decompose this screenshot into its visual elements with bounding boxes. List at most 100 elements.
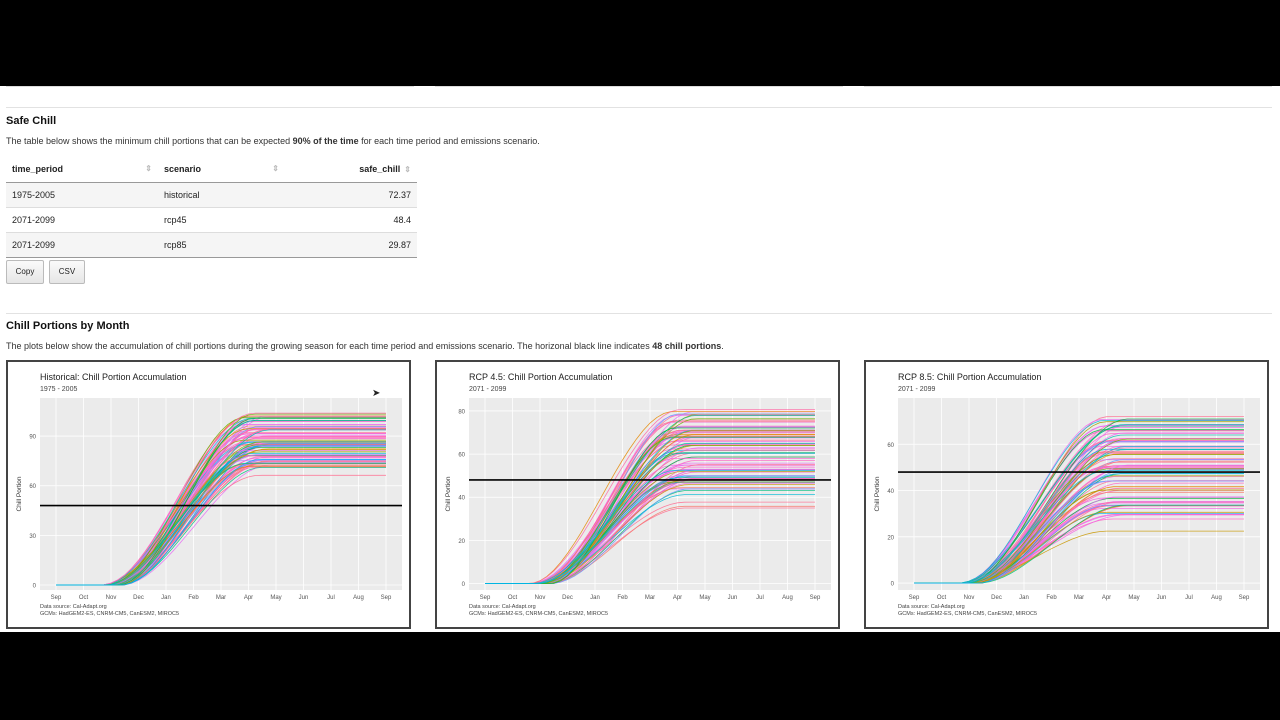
content-area: Safe Chill The table below shows the min… — [0, 86, 1280, 632]
x-tick-label: Dec — [562, 595, 573, 601]
chart-caption-gcms: GCMs: HadGEM2-ES, CNRM-CM5, CanESM2, MIR… — [40, 611, 179, 617]
x-tick-label: Nov — [106, 595, 117, 601]
y-tick-label: 30 — [29, 534, 36, 540]
series-line — [56, 412, 386, 586]
chart-subtitle: 2071 - 2099 — [469, 386, 506, 393]
y-tick-label: 0 — [891, 582, 895, 588]
x-tick-label: Nov — [964, 595, 975, 601]
mouse-cursor-icon: ➤ — [372, 388, 381, 399]
column-header-scenario[interactable]: scenario ⇕ — [158, 156, 285, 183]
x-tick-label: Jun — [1157, 595, 1167, 601]
chart-caption-source: Data source: Cal-Adapt.org — [40, 604, 107, 610]
x-tick-label: Oct — [79, 595, 89, 601]
x-tick-label: May — [270, 595, 281, 601]
x-tick-label: May — [1128, 595, 1139, 601]
chart-title: RCP 8.5: Chill Portion Accumulation — [898, 372, 1041, 382]
chill-portions-description: The plots below show the accumulation of… — [6, 341, 724, 351]
x-tick-label: Mar — [216, 595, 226, 601]
chart-caption-source: Data source: Cal-Adapt.org — [898, 604, 965, 610]
safe-chill-table: time_period ⇕ scenario ⇕ safe_chill ⇕ 1975-… — [6, 156, 417, 258]
y-tick-label: 0 — [33, 584, 37, 590]
csv-button[interactable]: CSV — [49, 260, 85, 284]
column-header-safe-chill[interactable]: safe_chill ⇕ — [285, 156, 417, 183]
cell-time-period: 2071-2099 — [6, 207, 158, 233]
section-divider — [6, 313, 1272, 314]
chart-subtitle: 1975 - 2005 — [40, 386, 77, 393]
x-tick-label: Mar — [645, 595, 655, 601]
x-tick-label: Oct — [508, 595, 518, 601]
x-tick-label: Sep — [51, 595, 62, 601]
x-tick-label: Aug — [782, 595, 793, 601]
x-tick-label: Jul — [1185, 595, 1193, 601]
x-tick-label: Dec — [991, 595, 1002, 601]
chart-rcp85: RCP 8.5: Chill Portion Accumulation 2071 … — [874, 372, 1260, 617]
series-line — [485, 475, 815, 584]
series-line — [56, 459, 386, 586]
x-tick-label: Feb — [617, 595, 628, 601]
x-tick-label: Oct — [937, 595, 947, 601]
cell-scenario: historical — [158, 182, 285, 208]
x-tick-label: Apr — [673, 595, 682, 601]
y-axis-label: Chill Portion — [445, 476, 452, 511]
series-line — [914, 449, 1244, 584]
chart-caption-source: Data source: Cal-Adapt.org — [469, 604, 536, 610]
x-tick-label: Aug — [353, 595, 364, 601]
y-tick-label: 20 — [458, 539, 465, 545]
chart-caption-gcms: GCMs: HadGEM2-ES, CNRM-CM5, CanESM2, MIR… — [898, 611, 1037, 617]
series-line — [485, 409, 815, 584]
y-tick-label: 40 — [458, 496, 465, 502]
divider — [435, 86, 843, 87]
y-tick-label: 60 — [458, 453, 465, 459]
safe-chill-description: The table below shows the minimum chill … — [6, 136, 540, 146]
chart-rcp45-panel: RCP 4.5: Chill Portion Accumulation 2071 … — [435, 360, 840, 629]
x-tick-label: Mar — [1074, 595, 1084, 601]
x-tick-label: May — [699, 595, 710, 601]
chart-rcp85-panel: RCP 8.5: Chill Portion Accumulation 2071 … — [864, 360, 1269, 629]
x-tick-label: Sep — [1239, 595, 1250, 601]
cell-safe-chill: 72.37 — [285, 182, 417, 208]
cell-scenario: rcp45 — [158, 207, 285, 233]
chart-subtitle: 2071 - 2099 — [898, 386, 935, 393]
cell-scenario: rcp85 — [158, 232, 285, 258]
cell-time-period: 1975-2005 — [6, 182, 158, 208]
divider — [6, 86, 414, 87]
y-tick-label: 90 — [29, 435, 36, 441]
x-tick-label: Dec — [133, 595, 144, 601]
y-tick-label: 40 — [887, 489, 894, 495]
x-tick-label: Apr — [1102, 595, 1111, 601]
x-tick-label: Aug — [1211, 595, 1222, 601]
y-tick-label: 60 — [887, 443, 894, 449]
x-tick-label: Jan — [1019, 595, 1029, 601]
chill-portions-heading: Chill Portions by Month — [6, 320, 130, 332]
x-tick-label: Jul — [327, 595, 335, 601]
series-line — [485, 478, 815, 584]
sort-icon[interactable]: ⇕ — [145, 164, 152, 173]
table-row: 2071-2099 rcp85 29.87 — [6, 232, 417, 258]
x-tick-label: Feb — [188, 595, 199, 601]
x-tick-label: Sep — [909, 595, 920, 601]
x-tick-label: Jun — [299, 595, 309, 601]
section-divider — [6, 107, 1272, 108]
y-tick-label: 0 — [462, 582, 466, 588]
column-header-time-period[interactable]: time_period ⇕ — [6, 156, 158, 183]
safe-chill-heading: Safe Chill — [6, 115, 57, 127]
cell-safe-chill: 29.87 — [285, 232, 417, 258]
copy-button[interactable]: Copy — [6, 260, 44, 284]
chart-historical-panel: Historical: Chill Portion Accumulation 19… — [6, 360, 411, 629]
chart-title: Historical: Chill Portion Accumulation — [40, 372, 187, 382]
series-line — [56, 462, 386, 586]
y-tick-label: 80 — [458, 409, 465, 415]
table-row: 1975-2005 historical 72.37 — [6, 182, 417, 208]
y-tick-label: 60 — [29, 484, 36, 490]
chart-historical: Historical: Chill Portion Accumulation 19… — [16, 372, 402, 617]
sort-icon[interactable]: ⇕ — [404, 165, 411, 174]
x-tick-label: Jan — [161, 595, 171, 601]
cell-time-period: 2071-2099 — [6, 232, 158, 258]
x-tick-label: Sep — [480, 595, 491, 601]
x-tick-label: Feb — [1046, 595, 1057, 601]
sort-icon[interactable]: ⇕ — [272, 164, 279, 173]
series-line — [914, 470, 1244, 584]
table-row: 2071-2099 rcp45 48.4 — [6, 207, 417, 233]
cell-safe-chill: 48.4 — [285, 207, 417, 233]
x-tick-label: Jan — [590, 595, 600, 601]
